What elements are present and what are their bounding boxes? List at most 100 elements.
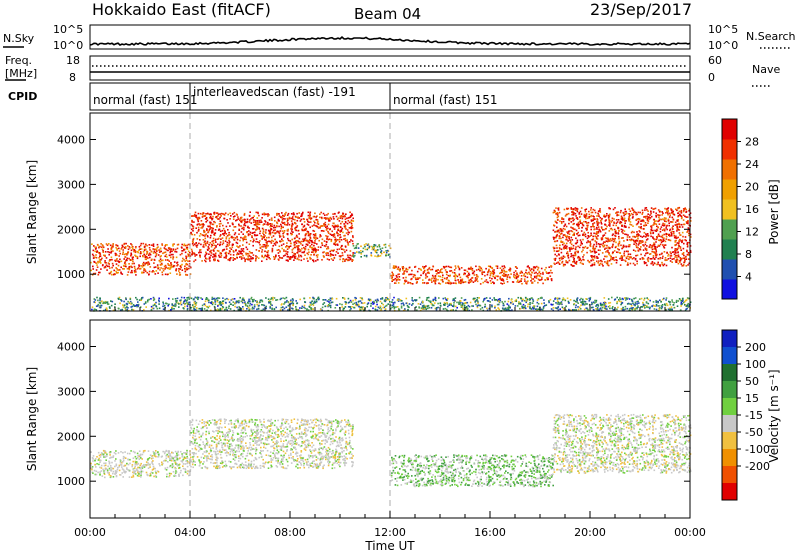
scatter-point: [653, 218, 655, 221]
scatter-point: [273, 308, 276, 310]
scatter-point: [597, 249, 600, 251]
scatter-point: [588, 236, 590, 238]
scatter-point: [652, 237, 654, 239]
scatter-point: [450, 270, 453, 272]
scatter-point: [256, 225, 258, 228]
scatter-point: [623, 250, 626, 253]
scatter-point: [252, 299, 254, 301]
scatter-point: [232, 223, 234, 226]
scatter-point: [108, 260, 111, 262]
scatter-point: [465, 306, 468, 308]
scatter-point: [547, 272, 550, 275]
scatter-point: [666, 233, 669, 235]
scatter-point: [669, 303, 672, 306]
scatter-point: [470, 280, 473, 282]
scatter-point: [668, 222, 670, 224]
scatter-point: [308, 233, 310, 235]
scatter-point: [198, 242, 200, 245]
scatter-point: [489, 273, 492, 275]
power-scatter-points: [90, 206, 692, 312]
scatter-point: [623, 252, 625, 255]
scatter-point: [553, 236, 556, 239]
scatter-point: [314, 248, 316, 251]
scatter-point: [414, 274, 416, 277]
scatter-point: [653, 208, 655, 210]
scatter-point: [203, 241, 206, 244]
scatter-point: [520, 278, 523, 280]
scatter-point: [492, 269, 494, 272]
scatter-point: [350, 219, 353, 221]
scatter-point: [557, 306, 560, 308]
scatter-point: [291, 298, 294, 300]
scatter-point: [229, 253, 232, 256]
scatter-point: [296, 258, 298, 260]
scatter-point: [424, 277, 427, 279]
scatter-point: [680, 305, 682, 307]
scatter-point: [574, 248, 577, 251]
scatter-point: [558, 249, 560, 252]
scatter-point: [171, 304, 174, 306]
scatter-point: [644, 243, 647, 246]
scatter-point: [593, 232, 595, 235]
scatter-point: [583, 234, 586, 237]
scatter-point: [243, 212, 246, 215]
scatter-point: [583, 259, 585, 261]
scatter-point: [489, 297, 491, 299]
scatter-point: [654, 229, 656, 232]
scatter-point: [573, 234, 575, 236]
scatter-point: [345, 232, 348, 234]
scatter-point: [127, 245, 129, 247]
scatter-point: [450, 302, 452, 305]
scatter-point: [321, 217, 323, 220]
scatter-point: [682, 210, 685, 213]
scatter-point: [515, 275, 517, 277]
scatter-point: [307, 224, 310, 226]
scatter-point: [176, 300, 178, 302]
scatter-point: [448, 275, 451, 278]
scatter-point: [186, 244, 188, 247]
scatter-point: [628, 256, 631, 258]
scatter-point: [334, 254, 337, 256]
scatter-point: [111, 258, 113, 261]
scatter-point: [673, 236, 676, 239]
scatter-point: [341, 220, 344, 223]
scatter-point: [392, 267, 395, 269]
scatter-point: [584, 209, 586, 211]
scatter-point: [334, 236, 336, 239]
scatter-point: [595, 308, 597, 310]
scatter-point: [558, 257, 561, 260]
scatter-point: [252, 240, 254, 243]
scatter-point: [592, 255, 595, 258]
scatter-point: [469, 281, 472, 283]
scatter-point: [686, 231, 688, 233]
scatter-point: [286, 248, 289, 250]
scatter-point: [342, 212, 344, 215]
scatter-point: [593, 249, 595, 251]
scatter-point: [338, 241, 341, 243]
scatter-point: [142, 261, 145, 264]
scatter-point: [572, 247, 575, 250]
scatter-point: [476, 306, 479, 309]
scatter-point: [593, 262, 596, 264]
scatter-point: [255, 228, 257, 231]
scatter-point: [604, 241, 606, 244]
scatter-point: [255, 211, 258, 214]
scatter-point: [232, 250, 235, 252]
scatter-point: [665, 232, 667, 235]
scatter-point: [310, 246, 313, 249]
scatter-point: [581, 222, 583, 224]
scatter-point: [168, 260, 171, 262]
scatter-point: [398, 279, 401, 281]
scatter-point: [478, 297, 480, 299]
scatter-point: [143, 264, 146, 267]
scatter-point: [575, 242, 578, 245]
scatter-point: [264, 220, 266, 222]
scatter-point: [172, 304, 175, 307]
scatter-point: [330, 218, 333, 220]
scatter-point: [587, 231, 589, 234]
scatter-point: [644, 207, 647, 209]
scatter-point: [525, 282, 528, 285]
scatter-point: [618, 240, 621, 243]
scatter-point: [247, 302, 249, 305]
